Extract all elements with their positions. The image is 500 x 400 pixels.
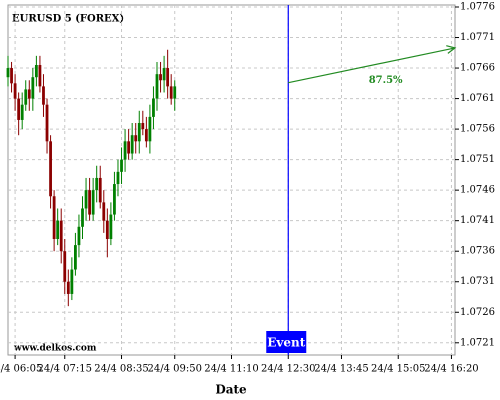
candle-body [141,123,145,130]
candle-body [13,83,17,99]
candle-body [77,226,81,246]
event-label: Event [267,336,305,350]
candle-body [98,177,102,203]
candle-body [162,68,166,81]
candle-body [134,135,138,142]
y-tick-label: 1.0731 [460,276,495,287]
candle-body [84,190,88,209]
candle-body [105,220,109,239]
candle-body [59,220,63,252]
candle-body [120,159,123,172]
candle-body [109,214,113,239]
forecast-arrow [288,47,456,84]
y-tick-label: 1.0741 [460,215,495,226]
candle-body [81,208,84,227]
candle-body [95,177,99,191]
event-box [266,331,307,353]
candle-body [31,77,35,99]
candle-body [152,98,155,117]
y-tick-label: 1.0736 [460,246,495,257]
candle-body [159,74,162,81]
candle-body [49,141,52,197]
candle-body [38,65,42,87]
x-tick-label: 24/4 11:10 [204,364,258,375]
candle-body [70,269,74,294]
candle-body [127,141,131,154]
candle-body [123,141,127,160]
x-tick-label: 24/4 09:50 [148,364,202,375]
y-tick-label: 1.0751 [460,154,495,165]
candle-body [42,86,45,105]
candle-body [27,89,31,99]
x-tick-label: 24/4 13:45 [314,364,368,375]
candle-body [17,98,21,120]
x-tick-label: 24/4 16:20 [424,364,478,375]
candle-body [45,104,49,142]
candle-body [113,184,116,215]
x-tick-label: 24/4 08:35 [94,364,148,375]
candle-body [169,86,173,99]
y-tick-label: 1.0771 [460,32,495,43]
candle-body [24,89,28,105]
candle-body [91,190,95,215]
y-tick-label: 1.0761 [460,93,495,104]
candle-body [116,171,120,185]
forecast-label: 87.5% [369,75,403,86]
watermark: www.delkos.com [13,344,97,354]
candle-body [148,116,152,142]
y-tick-label: 1.0726 [460,307,495,318]
candle-body [137,123,141,142]
candle-body [74,245,77,270]
candle-body [20,104,24,120]
forecast-arrowhead [446,45,457,54]
candle-body [6,68,10,78]
x-tick-label: 24/4 15:05 [371,364,425,375]
candle-body [144,129,148,142]
candle-body [34,65,38,78]
candle-body [52,196,56,239]
candle-body [66,281,70,294]
chart-title: EURUSD 5 (FOREX) [12,14,124,25]
y-tick-label: 1.0756 [460,124,495,135]
candle-body [102,202,106,221]
candle-body [166,68,170,87]
candle-body [63,251,67,282]
candle-body [10,68,13,84]
x-tick-label: 24/4 12:30 [261,364,315,375]
candle-body [155,74,159,99]
x-tick-label: 24/4 07:15 [38,364,92,375]
candle-body [130,135,134,154]
y-tick-label: 1.0766 [460,63,495,74]
x-axis-label: Date [215,383,247,397]
y-tick-label: 1.0746 [460,185,495,196]
candle-body [173,86,177,99]
y-tick-label: 1.0721 [460,337,495,348]
candle-body [56,220,60,239]
y-tick-label: 1.0776 [460,2,495,13]
candle-body [88,190,91,215]
x-tick-label: 24/4 06:05 [0,364,42,375]
